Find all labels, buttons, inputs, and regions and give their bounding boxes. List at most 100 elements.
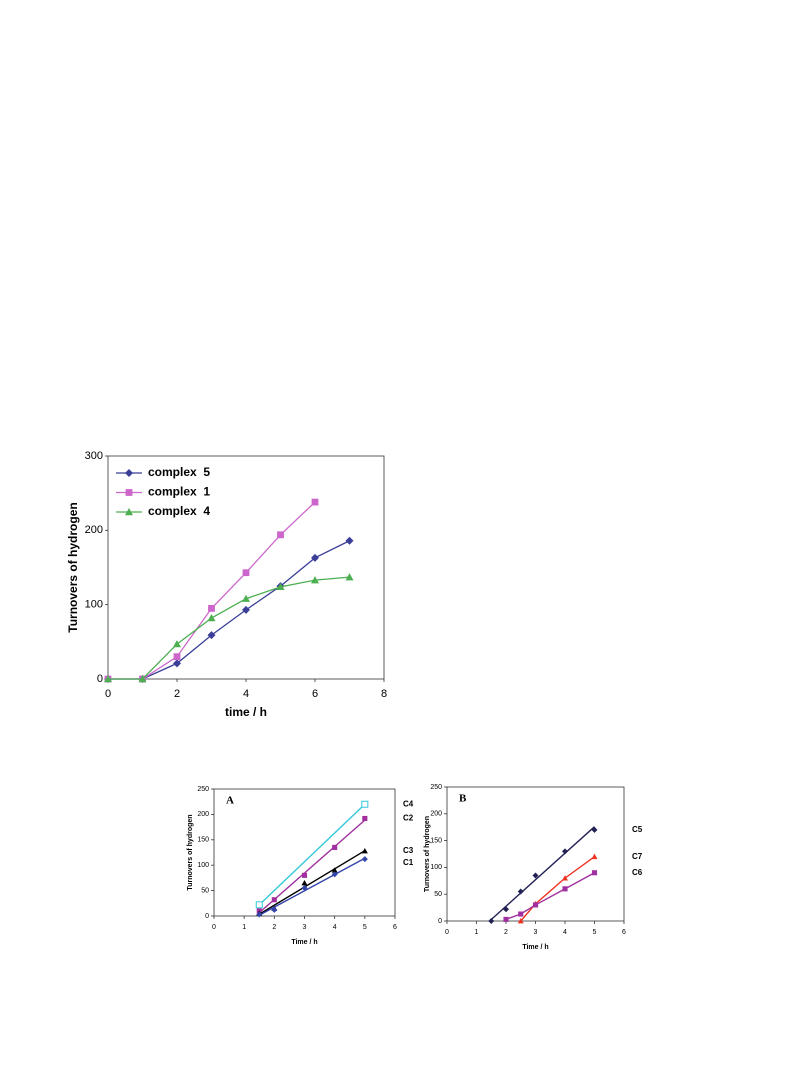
x-tick-label: 0: [445, 929, 449, 936]
x-tick-label: 5: [593, 929, 597, 936]
marker: [503, 906, 509, 913]
y-tick-label: 250: [197, 786, 209, 793]
y-tick-label: 100: [430, 864, 442, 871]
y-axis-label: Turnovers of hydrogen: [66, 502, 80, 632]
y-tick-label: 0: [97, 673, 103, 685]
series-line: [520, 856, 595, 922]
x-tick-label: 2: [272, 924, 276, 931]
marker: [591, 826, 598, 833]
marker: [331, 871, 338, 878]
marker: [311, 553, 319, 562]
x-tick-label: 2: [174, 688, 180, 700]
marker: [104, 675, 112, 683]
marker: [255, 901, 263, 909]
series-label: C4: [403, 799, 414, 808]
legend-label: complex 1: [148, 485, 210, 499]
trend-line: [258, 803, 366, 906]
y-tick-label: 150: [430, 837, 442, 844]
trend-line: [490, 826, 595, 921]
series-line: [108, 576, 350, 680]
marker: [207, 614, 216, 622]
marker: [332, 844, 338, 850]
legend-marker: [125, 508, 133, 516]
marker: [362, 815, 368, 822]
y-axis-label: Turnovers of hydrogen: [187, 814, 194, 890]
legend-marker: [125, 469, 133, 477]
x-axis-label: Time / h: [522, 944, 548, 951]
y-tick-label: 300: [85, 450, 103, 462]
legend-label: complex 4: [148, 504, 210, 518]
x-tick-label: 2: [504, 929, 508, 936]
marker: [361, 800, 369, 808]
y-tick-label: 50: [201, 887, 209, 894]
panel-label: B: [459, 793, 467, 805]
marker: [517, 918, 524, 924]
marker: [138, 675, 147, 683]
marker: [207, 631, 216, 640]
marker: [271, 897, 277, 903]
marker: [488, 918, 495, 924]
marker: [562, 886, 568, 892]
y-axis-label: Turnovers of hydrogen: [424, 816, 431, 892]
marker: [361, 856, 368, 863]
x-axis-label: time / h: [225, 705, 267, 719]
x-tick-label: 6: [312, 688, 318, 700]
marker: [276, 582, 285, 591]
x-axis-label: Time / h: [291, 939, 317, 946]
x-tick-label: 8: [381, 688, 387, 700]
marker: [361, 847, 368, 854]
y-tick-label: 100: [197, 862, 209, 869]
x-tick-label: 6: [622, 929, 626, 936]
marker: [242, 569, 250, 577]
panel-label: A: [226, 795, 234, 807]
x-tick-label: 0: [212, 924, 216, 931]
y-tick-label: 50: [434, 891, 442, 898]
marker: [301, 872, 308, 878]
x-tick-label: 3: [534, 929, 538, 936]
marker: [345, 536, 354, 545]
y-tick-label: 200: [85, 524, 103, 536]
marker: [503, 916, 509, 922]
marker: [532, 872, 539, 879]
marker: [301, 885, 308, 892]
marker: [301, 879, 308, 886]
marker: [562, 848, 568, 855]
series-label: C6: [632, 868, 643, 877]
marker: [173, 640, 181, 648]
x-tick-label: 6: [393, 924, 397, 931]
series-label: C3: [403, 846, 414, 855]
x-tick-label: 4: [333, 924, 337, 931]
marker: [532, 902, 539, 908]
marker: [345, 573, 354, 581]
x-tick-label: 5: [363, 924, 367, 931]
y-tick-label: 0: [438, 918, 442, 925]
y-tick-label: 0: [205, 913, 209, 920]
marker: [277, 531, 284, 539]
marker: [331, 867, 338, 873]
marker: [591, 870, 598, 876]
marker: [311, 498, 319, 506]
x-tick-label: 1: [242, 924, 246, 931]
marker: [242, 594, 250, 602]
y-tick-label: 100: [85, 599, 103, 611]
plot-frame: [213, 788, 396, 917]
marker: [518, 911, 524, 917]
series-label: C2: [403, 814, 414, 823]
series-label: C7: [632, 852, 643, 861]
marker: [242, 605, 250, 614]
trend-line: [258, 857, 366, 916]
marker: [173, 653, 181, 661]
legend-marker: [125, 489, 133, 496]
y-tick-label: 200: [430, 811, 442, 818]
series-line: [108, 540, 350, 680]
x-tick-label: 4: [563, 929, 567, 936]
x-tick-label: 1: [475, 929, 479, 936]
y-tick-label: 150: [197, 837, 209, 844]
marker: [173, 659, 181, 668]
x-tick-label: 4: [243, 688, 249, 700]
series-line: [108, 501, 316, 680]
marker: [256, 911, 263, 918]
series-label: C1: [403, 858, 414, 867]
marker: [517, 888, 524, 895]
y-tick-label: 200: [197, 811, 209, 818]
